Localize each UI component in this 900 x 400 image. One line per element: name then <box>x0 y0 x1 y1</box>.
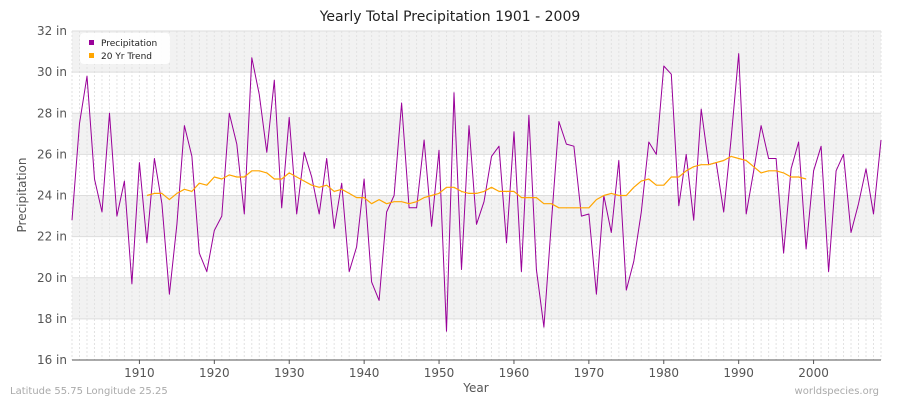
x-tick-label: 1950 <box>424 366 455 380</box>
legend-label-precipitation: Precipitation <box>101 39 157 49</box>
x-tick-label: 1960 <box>499 366 530 380</box>
y-tick-label: 30 in <box>37 65 67 79</box>
x-tick-label: 1970 <box>574 366 605 380</box>
y-tick-label: 24 in <box>37 189 67 203</box>
y-tick-label: 26 in <box>37 147 67 161</box>
y-tick-label: 32 in <box>37 24 67 38</box>
y-tick-label: 22 in <box>37 230 67 244</box>
chart-title: Yearly Total Precipitation 1901 - 2009 <box>319 9 581 25</box>
footer-source: worldspecies.org <box>795 386 879 397</box>
y-tick-label: 16 in <box>37 353 67 367</box>
y-tick-label: 28 in <box>37 106 67 120</box>
legend-label-trend: 20 Yr Trend <box>101 52 152 62</box>
y-tick-labels: 16 in 18 in 20 in 22 in 24 in 26 in 28 in 30 in… <box>37 24 67 367</box>
x-tick-label: 1920 <box>199 366 230 380</box>
legend-box <box>80 33 170 64</box>
footer-coordinates: Latitude 55.75 Longitude 25.25 <box>10 386 168 397</box>
x-tick-label: 1990 <box>723 366 754 380</box>
series-lines <box>71 53 882 332</box>
x-tick-label: 1910 <box>124 366 155 380</box>
precipitation-line <box>71 53 882 332</box>
y-axis-label: Precipitation <box>15 157 29 232</box>
legend: Precipitation 20 Yr Trend <box>80 33 170 64</box>
legend-swatch-trend <box>89 53 94 58</box>
x-tick-labels: 1910 1920 1930 1940 1950 1960 1970 1980 1990 2000 <box>124 360 829 380</box>
x-axis-label: Year <box>462 381 488 395</box>
x-tick-label: 1930 <box>274 366 305 380</box>
y-tick-label: 20 in <box>37 271 67 285</box>
trend-line <box>146 155 807 209</box>
x-tick-label: 1940 <box>349 366 380 380</box>
legend-swatch-precipitation <box>89 40 94 45</box>
x-tick-label: 1980 <box>648 366 679 380</box>
x-tick-label: 2000 <box>798 366 829 380</box>
y-tick-label: 18 in <box>37 312 67 326</box>
